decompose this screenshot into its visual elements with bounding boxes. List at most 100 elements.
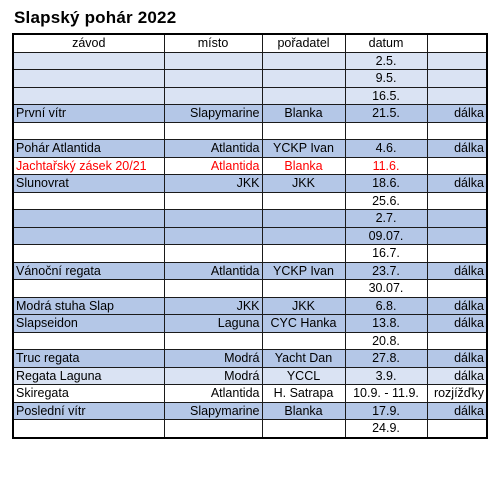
cell-organizer (261, 51, 346, 70)
cell-race: Regata Laguna (12, 366, 165, 385)
table-row: Vánoční regata Atlantida YCKP Ivan 23.7. dál… (12, 261, 488, 280)
cell-organizer (261, 69, 346, 88)
cell-note: dálka (426, 401, 488, 420)
cell-race (12, 226, 165, 245)
table-row: 09.07. (12, 226, 488, 245)
cell-race: Slunovrat (12, 174, 165, 193)
cell-place (163, 226, 263, 245)
cell-organizer (261, 209, 346, 228)
cell-race (12, 191, 165, 210)
header-row: závod místo pořadatel datum (12, 33, 488, 53)
cell-race (12, 121, 165, 140)
table-row: 24.9. (12, 419, 488, 438)
cell-note: dálka (426, 139, 488, 158)
cell-place: Modrá (163, 366, 263, 385)
cell-place (163, 331, 263, 350)
table-row: Truc regata Modrá Yacht Dan 27.8. dálka (12, 349, 488, 368)
table-row: Slapseidon Laguna CYC Hanka 13.8. dálka (12, 314, 488, 333)
cell-place: Modrá (163, 349, 263, 368)
cell-date: 2.7. (344, 209, 428, 228)
table-row: 25.6. (12, 191, 488, 210)
cell-organizer: Blanka (261, 156, 346, 175)
cell-date: 3.9. (344, 366, 428, 385)
cell-place: Atlantida (163, 384, 263, 403)
cell-note (426, 86, 488, 105)
cell-organizer (261, 226, 346, 245)
header-note (426, 33, 488, 53)
cell-date: 23.7. (344, 261, 428, 280)
cell-race (12, 86, 165, 105)
cell-organizer: Yacht Dan (261, 349, 346, 368)
cell-race: Truc regata (12, 349, 165, 368)
cell-note (426, 121, 488, 140)
cell-date: 27.8. (344, 349, 428, 368)
cell-date: 9.5. (344, 69, 428, 88)
cell-place (163, 244, 263, 263)
cell-date: 30.07. (344, 279, 428, 298)
cell-note: dálka (426, 366, 488, 385)
cell-date: 25.6. (344, 191, 428, 210)
cell-organizer: YCKP Ivan (261, 261, 346, 280)
header-race: závod (12, 33, 165, 53)
header-organizer: pořadatel (261, 33, 346, 53)
cell-note (426, 331, 488, 350)
cell-place: Laguna (163, 314, 263, 333)
cell-note (426, 419, 488, 438)
cell-date: 2.5. (344, 51, 428, 70)
cell-place: Slapymarine (163, 401, 263, 420)
header-place: místo (163, 33, 263, 53)
cell-place: Atlantida (163, 139, 263, 158)
cell-note (426, 209, 488, 228)
cell-date: 17.9. (344, 401, 428, 420)
cell-organizer: YCKP Ivan (261, 139, 346, 158)
cell-note: dálka (426, 314, 488, 333)
cell-organizer (261, 279, 346, 298)
cell-date: 16.5. (344, 86, 428, 105)
table-row: 16.7. (12, 244, 488, 263)
cell-note (426, 226, 488, 245)
cell-race: Jachtařský zásek 20/21 (12, 156, 165, 175)
cell-note (426, 69, 488, 88)
cell-race: První vítr (12, 104, 165, 123)
cell-organizer (261, 419, 346, 438)
cell-organizer: CYC Hanka (261, 314, 346, 333)
cell-place (163, 191, 263, 210)
table-row: Regata Laguna Modrá YCCL 3.9. dálka (12, 366, 488, 385)
cell-race (12, 244, 165, 263)
cell-organizer (261, 86, 346, 105)
table-row: 2.7. (12, 209, 488, 228)
cell-race: Skiregata (12, 384, 165, 403)
cell-place: Atlantida (163, 156, 263, 175)
cell-organizer: Blanka (261, 401, 346, 420)
cell-date: 11.6. (344, 156, 428, 175)
cell-note (426, 244, 488, 263)
cell-note (426, 279, 488, 298)
cell-date (344, 121, 428, 140)
cell-note: dálka (426, 174, 488, 193)
cell-note (426, 191, 488, 210)
table-row: Modrá stuha Slap JKK JKK 6.8. dálka (12, 296, 488, 315)
cell-race (12, 209, 165, 228)
cell-organizer: H. Satrapa (261, 384, 346, 403)
table-row (12, 121, 488, 140)
cell-race: Poslední vítr (12, 401, 165, 420)
table-row: 9.5. (12, 69, 488, 88)
cell-note: dálka (426, 104, 488, 123)
cell-date: 6.8. (344, 296, 428, 315)
cell-note: dálka (426, 349, 488, 368)
cell-race: Vánoční regata (12, 261, 165, 280)
cell-race (12, 51, 165, 70)
table-row: 30.07. (12, 279, 488, 298)
cell-date: 09.07. (344, 226, 428, 245)
cell-place (163, 69, 263, 88)
cell-date: 4.6. (344, 139, 428, 158)
cell-race (12, 279, 165, 298)
cell-race: Modrá stuha Slap (12, 296, 165, 315)
cell-place: Slapymarine (163, 104, 263, 123)
cell-place (163, 419, 263, 438)
table-row: Poslední vítr Slapymarine Blanka 17.9. dálka (12, 401, 488, 420)
cell-place (163, 51, 263, 70)
cell-note (426, 51, 488, 70)
cell-note: rozjížďky (426, 384, 488, 403)
cell-place (163, 209, 263, 228)
